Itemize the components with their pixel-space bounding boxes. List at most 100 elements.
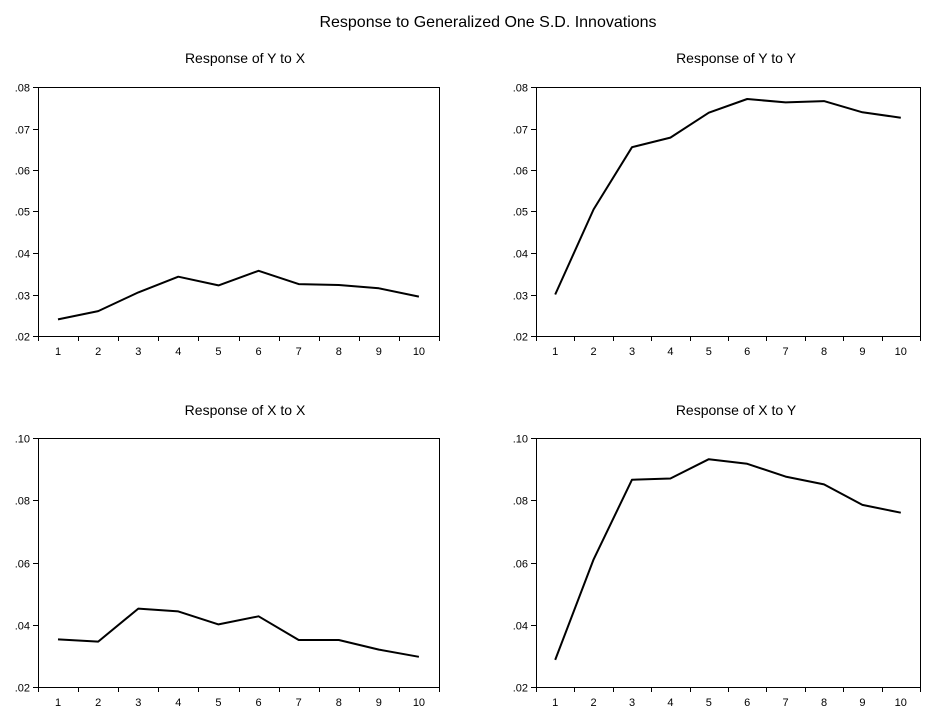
y-tick-label: .04: [15, 249, 30, 261]
y-tick-label: .02: [15, 332, 30, 344]
series-line: [554, 458, 901, 661]
x-tick-label: 8: [821, 697, 827, 707]
y-tick-label: .05: [15, 207, 30, 219]
x-tick-label: 3: [135, 346, 141, 358]
y-tick-label: .02: [513, 683, 528, 695]
x-tick-label: 5: [706, 346, 712, 358]
data-point: [746, 463, 748, 465]
x-tick-label: 3: [629, 346, 635, 358]
x-tick-label: 6: [744, 697, 750, 707]
x-tick-label: 4: [667, 346, 673, 358]
chart-title: Response of X to Y: [676, 402, 797, 418]
data-point: [900, 512, 902, 514]
y-tick-label: .08: [513, 83, 528, 95]
data-point: [378, 649, 380, 651]
x-tick-label: 6: [255, 697, 261, 707]
data-point: [218, 623, 220, 625]
x-tick-label: 6: [744, 346, 750, 358]
x-tick-label: 2: [95, 697, 101, 707]
data-point: [554, 294, 556, 296]
data-point: [258, 270, 260, 272]
y-tick-label: .08: [15, 496, 30, 508]
x-tick-label: 9: [859, 697, 865, 707]
data-point: [708, 458, 710, 460]
data-point: [418, 296, 420, 298]
x-tick-label: 5: [215, 346, 221, 358]
y-tick-label: .10: [15, 434, 30, 446]
plot-frame: [536, 87, 921, 337]
y-tick-label: .03: [15, 291, 30, 303]
chart-panel: Response of X to X .02 .04 .06 .08 .10 1 2 3 4 5 6 7…: [15, 402, 440, 709]
x-tick-label: 2: [95, 346, 101, 358]
figure-title: Response to Generalized One S.D. Innovat…: [319, 14, 656, 31]
data-point: [669, 137, 671, 139]
data-point: [97, 310, 99, 312]
series-line: [57, 607, 420, 658]
x-tick-label: 1: [55, 346, 61, 358]
y-tick-label: .10: [513, 434, 528, 446]
x-tick-label: 5: [215, 697, 221, 707]
data-point: [378, 287, 380, 289]
data-point: [97, 641, 99, 643]
data-point: [57, 318, 59, 320]
x-tick-label: 3: [135, 697, 141, 707]
plot-frame: [38, 87, 440, 337]
series-line: [554, 98, 901, 295]
series-line: [57, 269, 420, 321]
x-tick-label: 2: [591, 346, 597, 358]
data-point: [593, 558, 595, 560]
data-point: [57, 638, 59, 640]
data-point: [418, 656, 420, 658]
data-point: [338, 639, 340, 641]
y-tick-label: .03: [513, 291, 528, 303]
y-tick-label: .08: [15, 83, 30, 95]
data-point: [708, 112, 710, 114]
x-tick-label: 10: [895, 697, 907, 707]
x-tick-label: 5: [706, 697, 712, 707]
y-tick-label: .07: [513, 125, 528, 137]
data-point: [177, 610, 179, 612]
data-point: [631, 479, 633, 481]
x-tick-label: 10: [413, 697, 425, 707]
x-tick-label: 4: [175, 346, 181, 358]
data-point: [669, 478, 671, 480]
x-tick-label: 9: [859, 346, 865, 358]
y-tick-label: .08: [513, 496, 528, 508]
x-tick-label: 7: [783, 697, 789, 707]
data-point: [785, 101, 787, 103]
y-tick-label: .06: [15, 559, 30, 571]
data-point: [298, 639, 300, 641]
y-tick-label: .06: [513, 559, 528, 571]
data-point: [137, 608, 139, 610]
x-tick-label: 1: [552, 697, 558, 707]
data-point: [137, 291, 139, 293]
data-point: [218, 284, 220, 286]
x-tick-label: 9: [376, 697, 382, 707]
data-point: [861, 504, 863, 506]
data-point: [298, 283, 300, 285]
plot-frame: [536, 438, 921, 688]
x-tick-label: 2: [591, 697, 597, 707]
y-tick-label: .04: [15, 621, 30, 633]
data-point: [785, 476, 787, 478]
y-tick-label: .07: [15, 125, 30, 137]
data-point: [900, 117, 902, 119]
chart-title: Response of X to X: [185, 402, 306, 418]
y-tick-label: .04: [513, 249, 528, 261]
x-tick-label: 4: [667, 697, 673, 707]
y-tick-label: .02: [513, 332, 528, 344]
chart-panel: Response of X to Y .02 .04 .06 .08 .10 1 2 3 4 5 6 7…: [513, 402, 921, 709]
x-tick-label: 7: [296, 346, 302, 358]
x-tick-label: 4: [175, 697, 181, 707]
x-tick-label: 3: [629, 697, 635, 707]
x-tick-label: 7: [783, 346, 789, 358]
x-tick-label: 8: [336, 697, 342, 707]
y-tick-label: .06: [513, 166, 528, 178]
x-tick-label: 7: [296, 697, 302, 707]
x-tick-label: 10: [413, 346, 425, 358]
x-tick-label: 1: [55, 697, 61, 707]
y-tick-label: .06: [15, 166, 30, 178]
data-point: [177, 276, 179, 278]
